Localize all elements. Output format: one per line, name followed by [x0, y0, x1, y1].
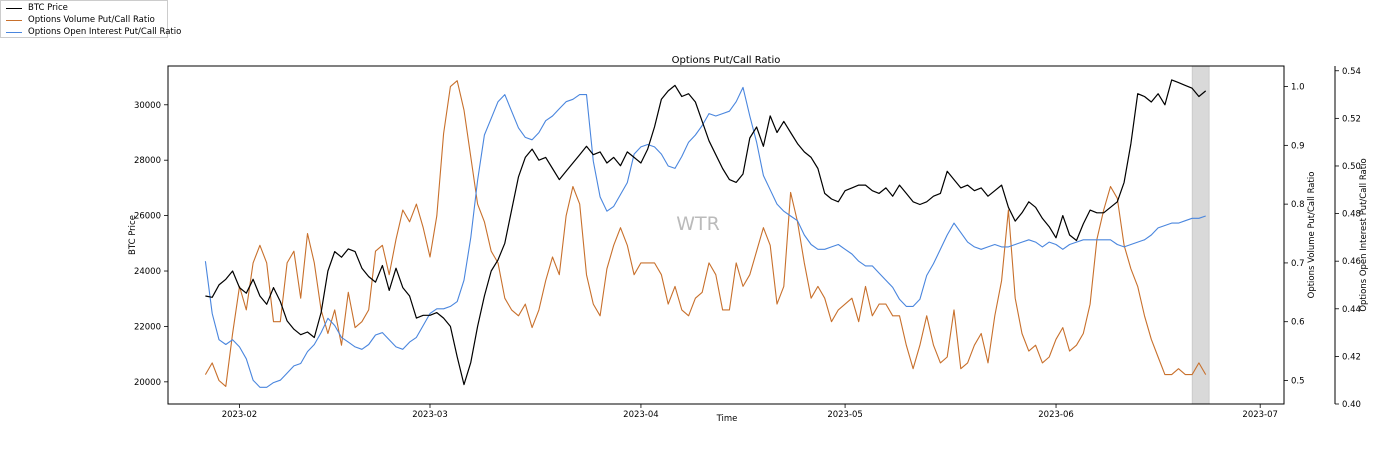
legend-swatch-volume-ratio — [6, 19, 22, 21]
y-right2-tick-label: 0.48 — [1342, 210, 1361, 220]
y-right1-tick-label: 0.5 — [1291, 376, 1305, 386]
legend-item-btc-price: BTC Price — [6, 2, 68, 14]
y-left-tick-label: 30000 — [134, 101, 161, 111]
y-right2-tick-label: 0.46 — [1342, 257, 1361, 267]
y-right1-tick-label: 0.7 — [1291, 259, 1305, 269]
y-axis-right2-label: Options Open Interest Put/Call Ratio — [1359, 158, 1369, 311]
y-right1-tick-label: 0.6 — [1291, 318, 1305, 328]
highlight-band — [1191, 65, 1210, 405]
watermark: WTR — [676, 213, 720, 235]
y-left-tick-label: 28000 — [134, 156, 161, 166]
y-right2-tick-label: 0.40 — [1342, 400, 1361, 410]
y-right1-tick-label: 1.0 — [1291, 83, 1305, 93]
legend-swatch-oi-ratio — [6, 31, 22, 33]
x-tick-label: 2023-06 — [1038, 410, 1074, 420]
y-left-tick-label: 20000 — [134, 378, 161, 388]
legend-label-volume-ratio: Options Volume Put/Call Ratio — [28, 15, 155, 25]
x-tick-label: 2023-07 — [1242, 410, 1278, 420]
x-tick-label: 2023-05 — [827, 410, 863, 420]
x-tick-label: 2023-03 — [412, 410, 448, 420]
series-line-volume-ratio — [204, 80, 1207, 387]
y-left-tick-label: 24000 — [134, 267, 161, 277]
plot-frame — [167, 65, 1285, 405]
y-right2-tick-label: 0.42 — [1342, 352, 1361, 362]
x-tick-label: 2023-02 — [222, 410, 258, 420]
y-left-tick-label: 22000 — [134, 322, 161, 332]
y-right1-tick-label: 0.9 — [1291, 141, 1305, 151]
legend-label-oi-ratio: Options Open Interest Put/Call Ratio — [28, 27, 182, 37]
chart-title: Options Put/Call Ratio — [672, 55, 781, 66]
legend-item-oi-ratio: Options Open Interest Put/Call Ratio — [6, 26, 181, 38]
y-right2-tick-label: 0.54 — [1342, 67, 1361, 77]
y-right1-tick-label: 0.8 — [1291, 200, 1305, 210]
y-right2-tick-label: 0.44 — [1342, 305, 1361, 315]
x-axis-label: Time — [716, 414, 738, 424]
x-tick-label: 2023-04 — [623, 410, 659, 420]
y-axis-right1-label: Options Volume Put/Call Ratio — [1307, 172, 1317, 299]
series-line-oi-ratio — [204, 86, 1206, 388]
y-right2-tick-label: 0.50 — [1342, 162, 1361, 172]
y-right2-tick-label: 0.52 — [1342, 114, 1361, 124]
legend-swatch-btc-price — [6, 7, 22, 9]
series-line-btc-price — [205, 79, 1207, 386]
y-left-tick-label: 26000 — [134, 212, 161, 222]
y-axis-left-label: BTC Price — [128, 215, 138, 255]
legend: BTC Price Options Volume Put/Call Ratio … — [0, 0, 181, 38]
legend-item-volume-ratio: Options Volume Put/Call Ratio — [6, 14, 155, 26]
legend-label-btc-price: BTC Price — [28, 3, 68, 13]
